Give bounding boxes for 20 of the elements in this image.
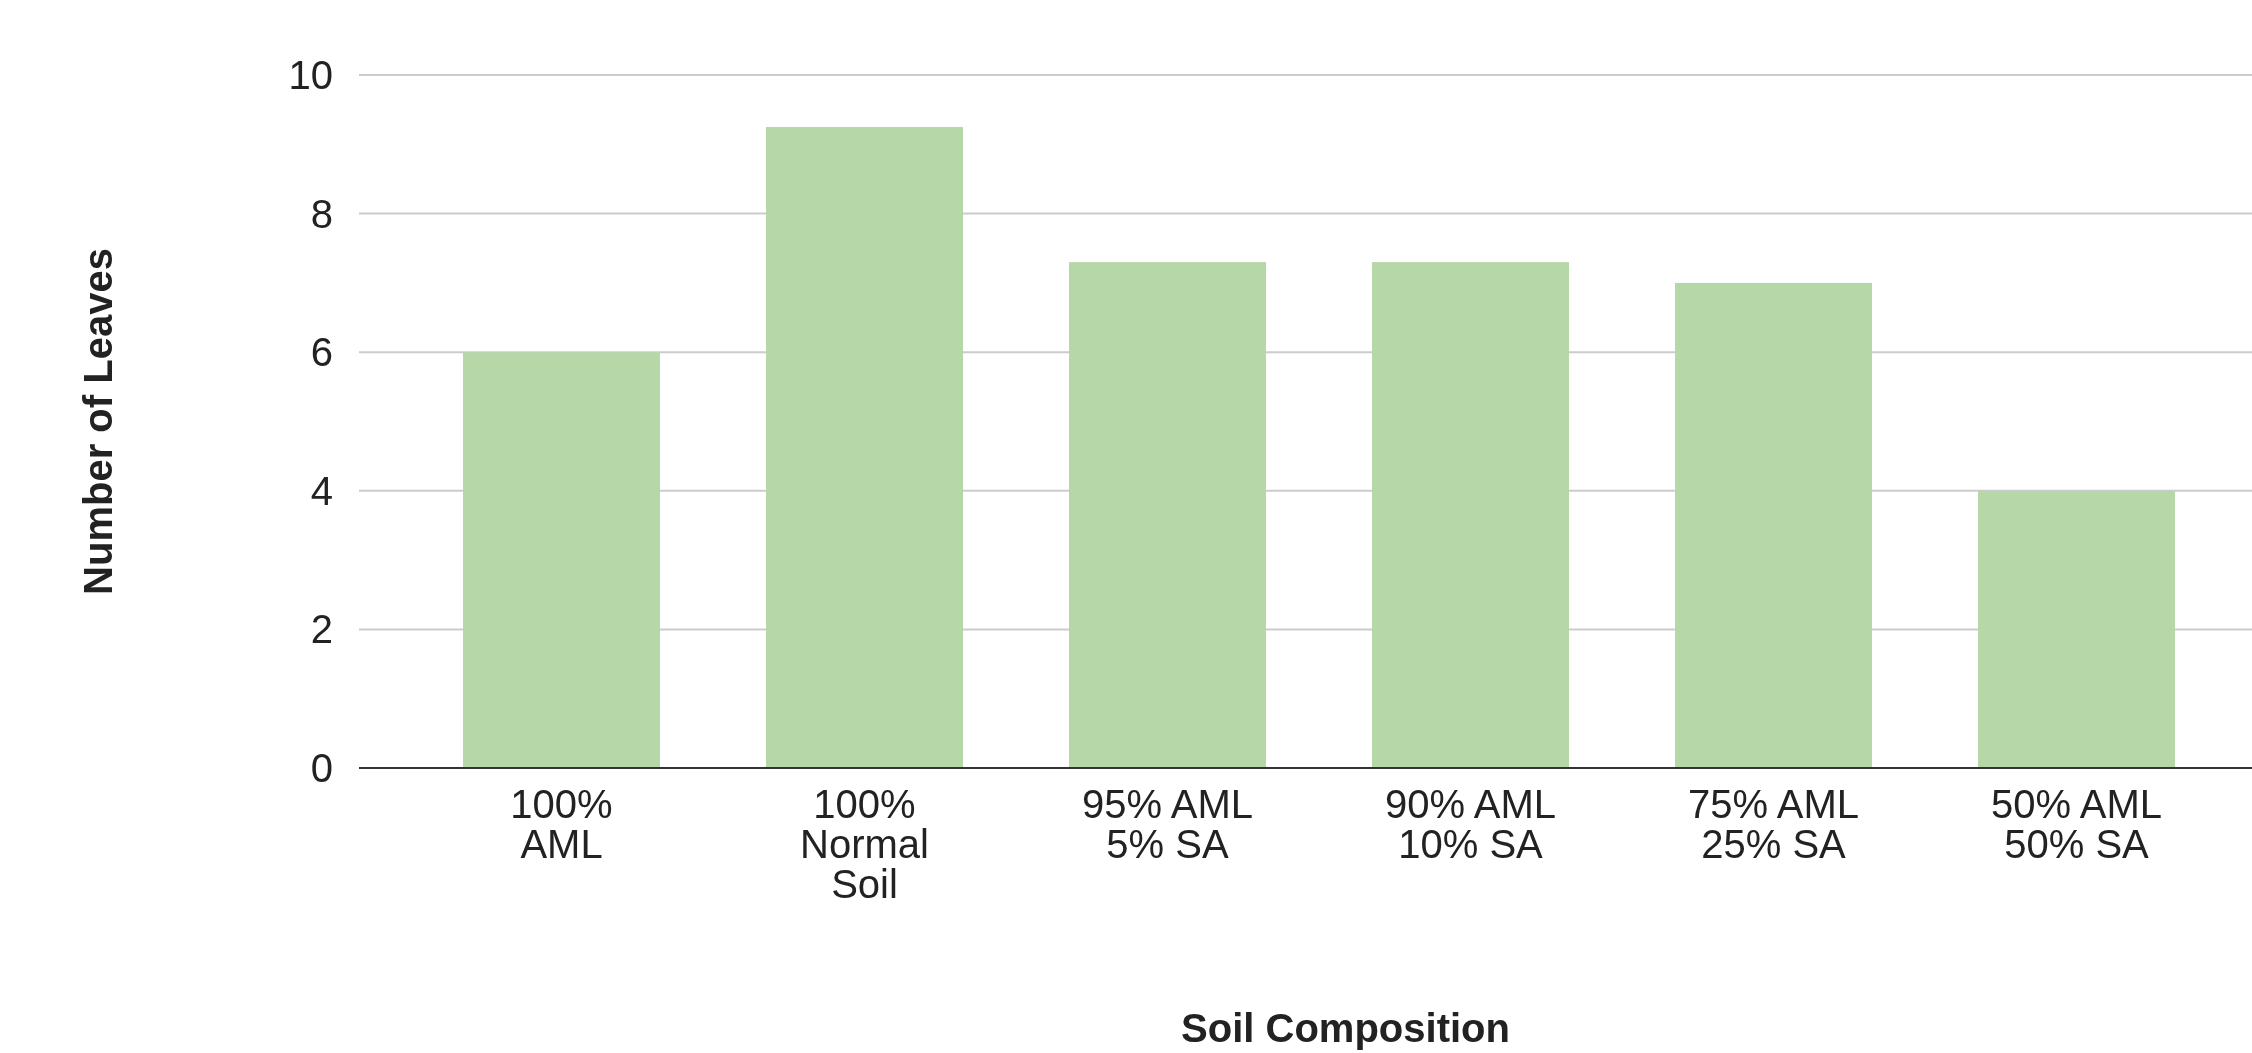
y-tick-label: 10 bbox=[288, 53, 333, 97]
bar bbox=[1978, 490, 2175, 768]
y-tick-label: 8 bbox=[310, 191, 333, 236]
y-tick-label: 4 bbox=[310, 468, 333, 513]
x-axis-title: Soil Composition bbox=[1181, 1006, 1510, 1050]
y-tick-label: 0 bbox=[310, 746, 333, 790]
y-tick-label: 6 bbox=[310, 330, 333, 375]
y-axis-title: Number of Leaves bbox=[76, 248, 120, 595]
x-tick-label: 100% AML bbox=[510, 782, 613, 866]
bar bbox=[1372, 262, 1569, 768]
x-tick-label: 95% AML 5% SA bbox=[1081, 782, 1254, 866]
y-tick-label: 2 bbox=[310, 607, 333, 652]
bar bbox=[766, 126, 963, 768]
x-tick-label: 90% AML 10% SA bbox=[1384, 782, 1557, 866]
bar bbox=[1069, 262, 1266, 768]
bar bbox=[463, 352, 660, 768]
x-tick-label: 100% Normal Soil bbox=[800, 782, 929, 906]
x-tick-label: 75% AML 25% SA bbox=[1687, 782, 1860, 866]
bar bbox=[1675, 282, 1872, 768]
x-tick-label: 50% AML 50% SA bbox=[1990, 782, 2163, 866]
